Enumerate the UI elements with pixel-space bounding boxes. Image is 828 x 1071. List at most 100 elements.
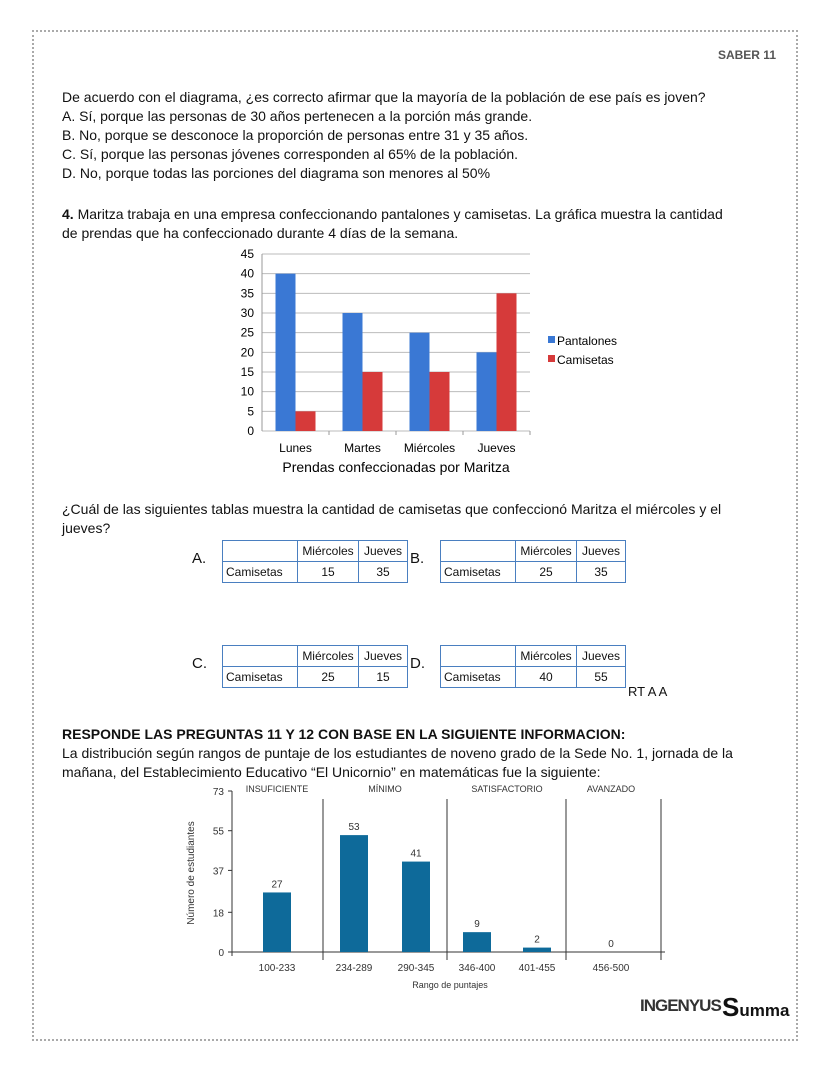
x-axis-label: Rango de puntajes: [412, 980, 488, 990]
header-cell: Miércoles: [515, 540, 577, 562]
q3-option-b: B. No, porque se desconoce la proporción…: [62, 127, 529, 143]
y-tick-label: 5: [247, 404, 254, 418]
table-option-letter[interactable]: D.: [410, 655, 425, 672]
x-tick-label: 100-233: [259, 963, 296, 974]
x-tick-label: Lunes: [279, 441, 312, 455]
q4-text: Maritza trabaja en una empresa confeccio…: [73, 206, 723, 222]
value-cell: 40: [515, 666, 577, 688]
q4-number: 4.: [62, 206, 74, 222]
q4-text-2: de prendas que ha confeccionado durante …: [62, 225, 459, 241]
row-label: Camisetas: [440, 666, 516, 688]
answer-note: RT A A: [628, 684, 668, 699]
q4-question-1: ¿Cuál de las siguientes tablas muestra l…: [62, 501, 722, 517]
q4-text-1: 4. Maritza trabaja en una empresa confec…: [62, 205, 723, 223]
y-tick-label: 35: [241, 286, 255, 300]
chart-puntajes: 0 18 37 55 73 INSUFICIENTE MÍNIMO SATISFACTORIO…: [186, 784, 665, 990]
q4-question-2: jueves?: [62, 520, 111, 536]
x-tick-label: Jueves: [477, 441, 515, 455]
bar-pantalones: [409, 332, 430, 431]
table-option-letter[interactable]: C.: [192, 655, 207, 672]
data-label: 9: [474, 919, 480, 930]
answer-table-c: Miércoles Jueves Camisetas 25 15: [222, 645, 408, 688]
chart-prendas: 0 5 10 15 20 25 30 35 40 45 Lunes Martes Miércoles Ju…: [241, 247, 617, 475]
x-tick-label: 346-400: [459, 963, 496, 974]
y-tick-label: 20: [241, 345, 255, 359]
header-cell: Jueves: [358, 540, 408, 562]
value-cell: 35: [576, 561, 626, 583]
data-label: 0: [608, 939, 614, 950]
y-tick-label: 15: [241, 365, 255, 379]
header-cell: Jueves: [576, 645, 626, 667]
section-text-2: mañana, del Establecimiento Educativo “E…: [62, 764, 601, 780]
y-tick-label: 18: [213, 908, 225, 919]
section-text-1: La distribución según rangos de puntaje …: [62, 745, 733, 761]
data-label: 2: [534, 935, 540, 946]
empty-cell: [222, 645, 298, 667]
answer-table-d: Miércoles Jueves Camisetas 40 55: [440, 645, 626, 688]
table-header-row: Miércoles Jueves: [440, 540, 626, 562]
summa-logo: Summa: [722, 992, 790, 1022]
y-tick-label: 10: [241, 385, 255, 399]
section-title: RESPONDE LAS PREGUNTAS 11 Y 12 CON BASE …: [62, 726, 626, 742]
q3-option-a: A. Sí, porque las personas de 30 años pe…: [62, 108, 533, 124]
table-row: Camisetas 25 15: [222, 666, 408, 688]
header-cell: Miércoles: [297, 540, 359, 562]
empty-cell: [440, 645, 516, 667]
y-tick-label: 40: [241, 267, 255, 281]
bar-camisetas: [295, 411, 316, 431]
table-option-letter[interactable]: B.: [410, 550, 425, 567]
x-tick-label: 401-455: [519, 963, 556, 974]
row-label: Camisetas: [222, 666, 298, 688]
legend-swatch: [548, 355, 555, 362]
value-cell: 25: [515, 561, 577, 583]
x-tick-label: Miércoles: [404, 441, 455, 455]
table-header-row: Miércoles Jueves: [440, 645, 626, 667]
header-cell: Miércoles: [515, 645, 577, 667]
legend-label: Pantalones: [557, 334, 617, 348]
row-label: Camisetas: [440, 561, 516, 583]
y-tick-label: 0: [247, 424, 254, 438]
y-tick-label: 25: [241, 326, 255, 340]
x-tick-label: 234-289: [336, 963, 373, 974]
group-label: MÍNIMO: [368, 784, 402, 794]
bar-pantalones: [476, 352, 497, 431]
data-label: 41: [410, 849, 422, 860]
bar-pantalones: [275, 273, 296, 431]
y-tick-label: 30: [241, 306, 255, 320]
q3-option-c: C. Sí, porque las personas jóvenes corre…: [62, 146, 519, 162]
legend-label: Camisetas: [557, 353, 614, 367]
group-label: AVANZADO: [587, 784, 635, 794]
header-label: SABER 11: [717, 48, 776, 62]
chart-title: Prendas confeccionadas por Maritza: [282, 459, 509, 475]
legend-swatch: [548, 336, 555, 343]
y-tick-label: 0: [218, 948, 224, 959]
bar: [402, 861, 430, 952]
table-row: Camisetas 25 35: [440, 561, 626, 583]
value-cell: 35: [358, 561, 408, 583]
bar-camisetas: [429, 372, 450, 431]
answer-table-b: Miércoles Jueves Camisetas 25 35: [440, 540, 626, 583]
header-cell: Jueves: [576, 540, 626, 562]
header-cell: Jueves: [358, 645, 408, 667]
q3-option-d: D. No, porque todas las porciones del di…: [62, 165, 491, 181]
group-label: INSUFICIENTE: [246, 784, 309, 794]
y-tick-label: 73: [213, 787, 225, 798]
row-label: Camisetas: [222, 561, 298, 583]
value-cell: 55: [576, 666, 626, 688]
x-tick-label: Martes: [344, 441, 381, 455]
y-axis-label: Número de estudiantes: [186, 821, 197, 924]
q3-question: De acuerdo con el diagrama, ¿es correcto…: [62, 89, 706, 105]
bar-pantalones: [342, 313, 363, 431]
answer-table-a: Miércoles Jueves Camisetas 15 35: [222, 540, 408, 583]
x-tick-label: 456-500: [593, 963, 630, 974]
value-cell: 15: [297, 561, 359, 583]
empty-cell: [440, 540, 516, 562]
bar-camisetas: [362, 372, 383, 431]
empty-cell: [222, 540, 298, 562]
data-label: 53: [348, 822, 360, 833]
bar: [263, 892, 291, 952]
table-option-letter[interactable]: A.: [192, 550, 207, 567]
table-row: Camisetas 15 35: [222, 561, 408, 583]
y-tick-label: 37: [213, 866, 225, 877]
